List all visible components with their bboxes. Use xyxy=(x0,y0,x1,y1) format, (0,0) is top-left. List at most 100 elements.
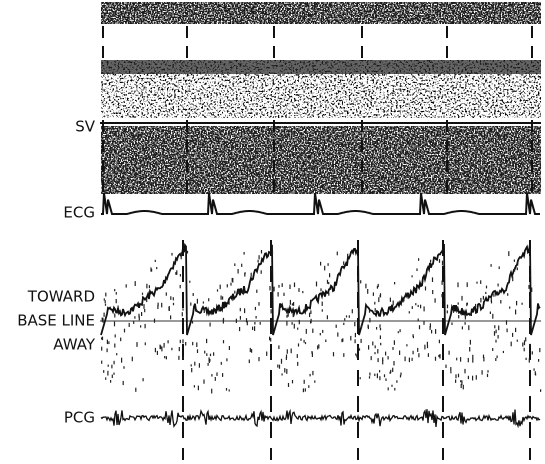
doppler-speckle xyxy=(303,379,305,384)
doppler-speckle xyxy=(490,300,493,304)
doppler-speckle xyxy=(389,297,391,302)
doppler-speckle xyxy=(257,259,259,263)
doppler-speckle xyxy=(464,315,466,320)
doppler-speckle xyxy=(216,289,219,292)
doppler-speckle xyxy=(328,282,330,285)
doppler-speckle xyxy=(178,355,180,360)
doppler-speckle xyxy=(291,303,293,306)
doppler-speckle xyxy=(461,380,463,385)
doppler-speckle xyxy=(354,322,356,327)
doppler-speckle xyxy=(110,380,112,383)
doppler-speckle xyxy=(498,291,501,295)
doppler-speckle xyxy=(390,369,392,374)
doppler-speckle xyxy=(462,384,464,390)
doppler-speckle xyxy=(369,317,371,323)
doppler-speckle xyxy=(460,380,462,383)
doppler-speckle xyxy=(285,307,287,312)
doppler-speckle xyxy=(406,344,408,347)
doppler-speckle xyxy=(464,322,466,325)
doppler-speckle xyxy=(242,290,244,295)
doppler-speckle xyxy=(207,363,209,366)
doppler-speckle xyxy=(191,368,193,373)
doppler-speckle xyxy=(335,324,337,328)
doppler-speckle xyxy=(326,279,329,284)
doppler-speckle xyxy=(439,354,441,359)
doppler-speckle xyxy=(325,339,327,343)
doppler-speckle xyxy=(214,377,216,381)
doppler-speckle xyxy=(367,289,369,294)
doppler-speckle xyxy=(464,368,466,374)
doppler-speckle xyxy=(400,372,402,376)
toward-label: TOWARD xyxy=(27,288,95,306)
doppler-speckle xyxy=(122,380,124,386)
doppler-speckle xyxy=(355,353,357,356)
doppler-speckle xyxy=(222,317,225,322)
doppler-speckle xyxy=(234,263,236,267)
doppler-speckle xyxy=(343,353,345,357)
doppler-speckle xyxy=(460,357,462,362)
doppler-speckle xyxy=(195,309,198,313)
doppler-speckle xyxy=(505,320,508,325)
doppler-speckle xyxy=(376,285,378,289)
doppler-speckle xyxy=(239,316,241,320)
doppler-speckle xyxy=(231,278,233,282)
doppler-speckle xyxy=(105,377,107,380)
doppler-speckle xyxy=(498,266,500,270)
doppler-speckle xyxy=(121,357,123,363)
doppler-speckle xyxy=(220,295,222,300)
doppler-speckle xyxy=(450,371,452,374)
doppler-speckle xyxy=(251,349,253,353)
doppler-speckle xyxy=(211,388,213,394)
doppler-speckle xyxy=(451,322,453,326)
doppler-speckle xyxy=(186,250,189,254)
doppler-speckle xyxy=(219,284,221,290)
doppler-speckle xyxy=(136,303,138,307)
doppler-speckle xyxy=(143,304,145,309)
doppler-speckle xyxy=(287,383,290,387)
doppler-speckle xyxy=(141,312,143,316)
doppler-speckle xyxy=(387,356,389,360)
doppler-speckle xyxy=(256,289,258,293)
doppler-speckle xyxy=(412,336,414,339)
doppler-speckle xyxy=(480,280,482,284)
doppler-speckle xyxy=(324,265,326,271)
doppler-speckle xyxy=(286,349,288,354)
doppler-speckle xyxy=(470,313,472,317)
doppler-speckle xyxy=(320,288,322,292)
doppler-speckle xyxy=(500,300,502,304)
sv-label: SV xyxy=(75,118,96,136)
doppler-speckle xyxy=(228,389,230,392)
doppler-speckle xyxy=(482,295,484,300)
doppler-speckle xyxy=(168,306,170,311)
doppler-speckle xyxy=(244,272,246,277)
doppler-speckle xyxy=(165,292,167,296)
doppler-speckle xyxy=(430,259,432,263)
doppler-speckle xyxy=(213,352,215,356)
doppler-speckle xyxy=(293,323,295,329)
doppler-speckle xyxy=(111,364,113,369)
doppler-speckle xyxy=(385,378,387,381)
doppler-speckle xyxy=(392,300,394,306)
doppler-speckle xyxy=(190,364,192,367)
doppler-speckle xyxy=(360,280,362,284)
doppler-speckle xyxy=(164,356,166,359)
doppler-speckle xyxy=(182,356,184,360)
doppler-speckle xyxy=(140,325,142,328)
doppler-speckle xyxy=(540,389,542,392)
pcg-label: PCG xyxy=(64,409,95,427)
doppler-speckle xyxy=(289,284,291,290)
doppler-speckle xyxy=(286,320,288,326)
doppler-speckle xyxy=(250,272,252,277)
doppler-speckle xyxy=(239,307,241,312)
doppler-speckle xyxy=(269,286,271,291)
doppler-speckle xyxy=(107,370,109,376)
ecg-label: ECG xyxy=(63,204,95,222)
doppler-speckle xyxy=(312,370,314,376)
doppler-speckle xyxy=(315,281,318,287)
doppler-speckle xyxy=(222,296,224,300)
doppler-speckle xyxy=(403,298,405,302)
doppler-speckle xyxy=(438,339,440,344)
doppler-speckle xyxy=(101,336,104,341)
doppler-speckle xyxy=(142,378,144,382)
doppler-speckle xyxy=(204,350,206,354)
